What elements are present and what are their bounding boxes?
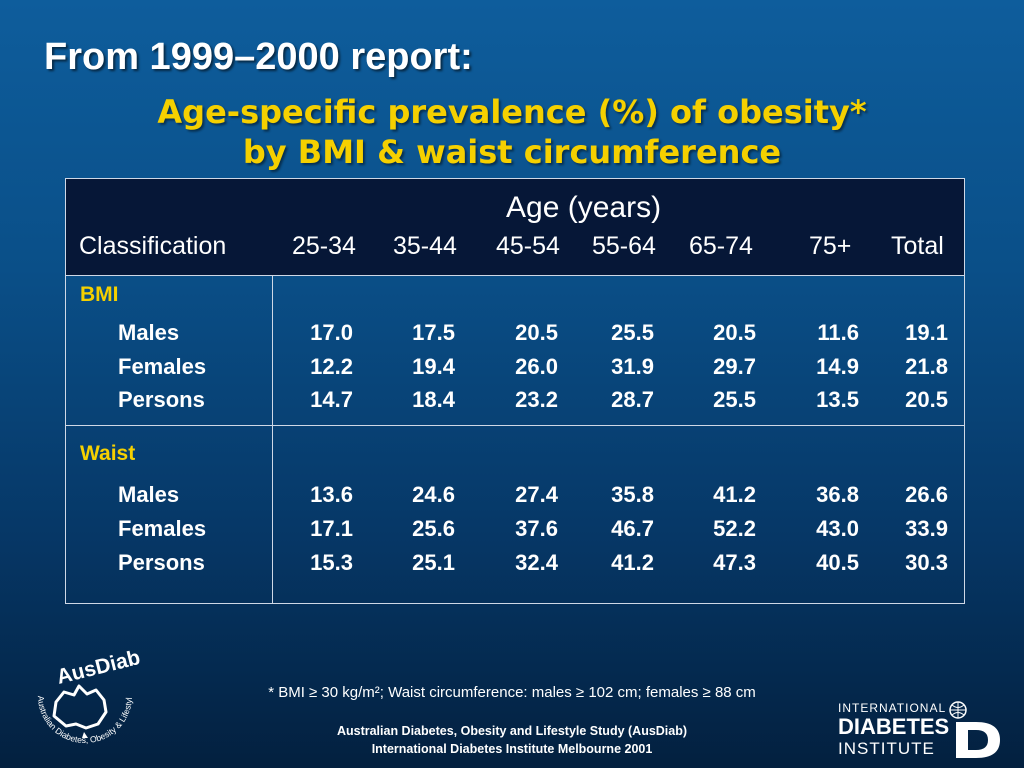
cell-waist-persons-45-54: 32.4 bbox=[515, 550, 558, 575]
cell-waist-males-65-74: 41.2 bbox=[713, 482, 756, 507]
col-header-55-64: 55-64 bbox=[592, 232, 656, 260]
col-header-65-74: 65-74 bbox=[689, 232, 753, 260]
idi-line-3: INSTITUTE bbox=[838, 739, 935, 758]
cell-waist-persons-75-plus: 40.5 bbox=[816, 550, 859, 575]
cell-bmi-females-65-74: 29.7 bbox=[713, 354, 756, 379]
slide-title: From 1999–2000 report: bbox=[44, 36, 473, 78]
cell-bmi-persons-25-34: 14.7 bbox=[310, 387, 353, 412]
cell-bmi-females-75-plus: 14.9 bbox=[816, 354, 859, 379]
column-divider bbox=[272, 275, 273, 603]
col-header-35-44: 35-44 bbox=[393, 232, 457, 260]
col-header-45-54: 45-54 bbox=[496, 232, 560, 260]
cell-waist-persons-25-34: 15.3 bbox=[310, 550, 353, 575]
cell-bmi-males-25-34: 17.0 bbox=[310, 320, 353, 345]
idi-d-mark-icon bbox=[956, 722, 1000, 758]
idi-line-1: INTERNATIONAL bbox=[838, 701, 946, 715]
cell-waist-females-75-plus: 43.0 bbox=[816, 516, 859, 541]
cell-waist-females-55-64: 46.7 bbox=[611, 516, 654, 541]
row-label-waist-females: Females bbox=[118, 516, 207, 541]
cell-bmi-males-65-74: 20.5 bbox=[713, 320, 756, 345]
footnote: * BMI ≥ 30 kg/m²; Waist circumference: m… bbox=[268, 684, 756, 701]
cell-waist-males-35-44: 24.6 bbox=[412, 482, 455, 507]
subtitle-line-1: Age-specific prevalence (%) of obesity* bbox=[157, 93, 867, 131]
idi-logo: INTERNATIONAL DIABETES INSTITUTE bbox=[838, 701, 1000, 758]
globe-lines bbox=[950, 702, 966, 718]
cell-waist-females-45-54: 37.6 bbox=[515, 516, 558, 541]
row-label-waist-persons: Persons bbox=[118, 550, 205, 575]
cell-waist-males-25-34: 13.6 bbox=[310, 482, 353, 507]
cell-bmi-females-45-54: 26.0 bbox=[515, 354, 558, 379]
cell-bmi-females-total: 21.8 bbox=[905, 354, 948, 379]
col-header-75-plus: 75+ bbox=[809, 232, 852, 260]
age-header: Age (years) bbox=[506, 191, 662, 224]
cell-bmi-males-35-44: 17.5 bbox=[412, 320, 455, 345]
cell-waist-persons-65-74: 47.3 bbox=[713, 550, 756, 575]
australia-map-icon bbox=[52, 684, 108, 730]
cell-waist-females-25-34: 17.1 bbox=[310, 516, 353, 541]
section-divider bbox=[66, 425, 964, 426]
cell-waist-persons-55-64: 41.2 bbox=[611, 550, 654, 575]
cell-waist-persons-35-44: 25.1 bbox=[412, 550, 455, 575]
tasmania-shape bbox=[82, 732, 88, 738]
cell-waist-males-total: 26.6 bbox=[905, 482, 948, 507]
idi-line-2: DIABETES bbox=[838, 714, 949, 739]
prevalence-table: Age (years) Classification 25-34 35-44 4… bbox=[65, 178, 965, 604]
cell-waist-persons-total: 30.3 bbox=[905, 550, 948, 575]
ausdiab-name: AusDiab bbox=[54, 646, 142, 689]
section-label-waist: Waist bbox=[80, 442, 136, 465]
row-label-bmi-females: Females bbox=[118, 354, 207, 379]
slide-subtitle: Age-specific prevalence (%) of obesity* … bbox=[0, 92, 1024, 172]
cell-bmi-persons-55-64: 28.7 bbox=[611, 387, 654, 412]
cell-bmi-males-75-plus: 11.6 bbox=[817, 320, 859, 345]
row-label-waist-males: Males bbox=[118, 482, 180, 507]
cell-bmi-females-55-64: 31.9 bbox=[611, 354, 654, 379]
cell-waist-females-35-44: 25.6 bbox=[412, 516, 455, 541]
subtitle-line-2: by BMI & waist circumference bbox=[242, 133, 782, 171]
cell-waist-males-55-64: 35.8 bbox=[611, 482, 654, 507]
col-header-25-34: 25-34 bbox=[292, 232, 356, 260]
cell-waist-males-75-plus: 36.8 bbox=[816, 482, 859, 507]
section-label-bmi: BMI bbox=[80, 283, 119, 306]
cell-bmi-males-55-64: 25.5 bbox=[611, 320, 654, 345]
cell-bmi-males-total: 19.1 bbox=[905, 320, 948, 345]
col-header-total: Total bbox=[891, 232, 944, 260]
credit-line-1: Australian Diabetes, Obesity and Lifesty… bbox=[336, 724, 688, 738]
credit-line-2: International Diabetes Institute Melbour… bbox=[371, 742, 653, 756]
ausdiab-logo: AusDiab Australian Diabetes, Obesity & L… bbox=[22, 640, 143, 745]
table-header: Age (years) Classification 25-34 35-44 4… bbox=[66, 179, 964, 276]
cell-bmi-males-45-54: 20.5 bbox=[515, 320, 558, 345]
col-header-classification: Classification bbox=[79, 232, 227, 260]
cell-bmi-persons-35-44: 18.4 bbox=[412, 387, 455, 412]
cell-bmi-persons-total: 20.5 bbox=[905, 387, 948, 412]
row-label-bmi-persons: Persons bbox=[118, 387, 205, 412]
cell-waist-females-65-74: 52.2 bbox=[713, 516, 756, 541]
cell-bmi-females-35-44: 19.4 bbox=[412, 354, 455, 379]
cell-waist-females-total: 33.9 bbox=[905, 516, 948, 541]
cell-bmi-females-25-34: 12.2 bbox=[310, 354, 353, 379]
cell-bmi-persons-65-74: 25.5 bbox=[713, 387, 756, 412]
cell-waist-males-45-54: 27.4 bbox=[515, 482, 558, 507]
cell-bmi-persons-75-plus: 13.5 bbox=[816, 387, 859, 412]
cell-bmi-persons-45-54: 23.2 bbox=[515, 387, 558, 412]
row-label-bmi-males: Males bbox=[118, 320, 180, 345]
